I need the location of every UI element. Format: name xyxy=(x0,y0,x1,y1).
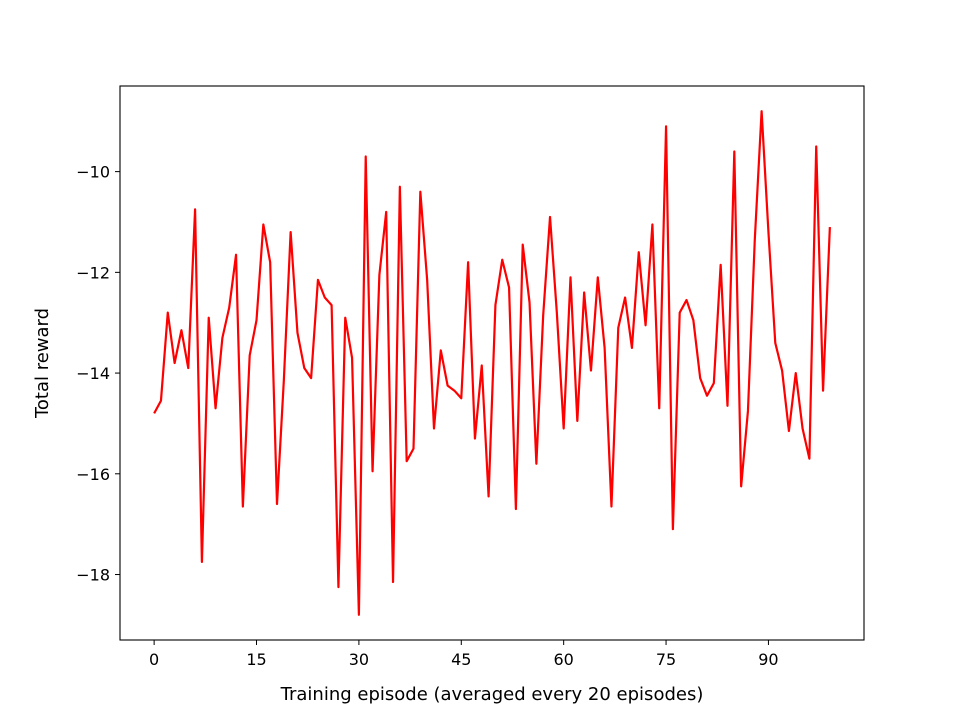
x-tick-label: 60 xyxy=(553,650,573,669)
y-tick-label: −12 xyxy=(76,263,110,282)
series-group xyxy=(153,110,831,616)
y-tick-label: −16 xyxy=(76,465,110,484)
x-tick-label: 30 xyxy=(349,650,369,669)
x-tick-label: 0 xyxy=(149,650,159,669)
x-tick-label: 45 xyxy=(451,650,471,669)
x-tick-label: 15 xyxy=(246,650,266,669)
y-tick-label: −14 xyxy=(76,364,110,383)
x-axis-label: Training episode (averaged every 20 epis… xyxy=(280,684,704,705)
y-axis-label: Total reward xyxy=(32,308,53,419)
y-axis-ticks: −10 −12 −14 −16 −18 xyxy=(76,163,120,585)
series-line-0 xyxy=(153,110,831,616)
x-tick-label: 75 xyxy=(656,650,676,669)
y-tick-label: −18 xyxy=(76,566,110,585)
plot-area xyxy=(120,86,864,640)
plot-frame xyxy=(119,85,865,641)
x-axis-ticks: 0 15 30 45 60 75 90 xyxy=(149,640,779,669)
y-tick-label: −10 xyxy=(76,163,110,182)
x-tick-label: 90 xyxy=(758,650,778,669)
